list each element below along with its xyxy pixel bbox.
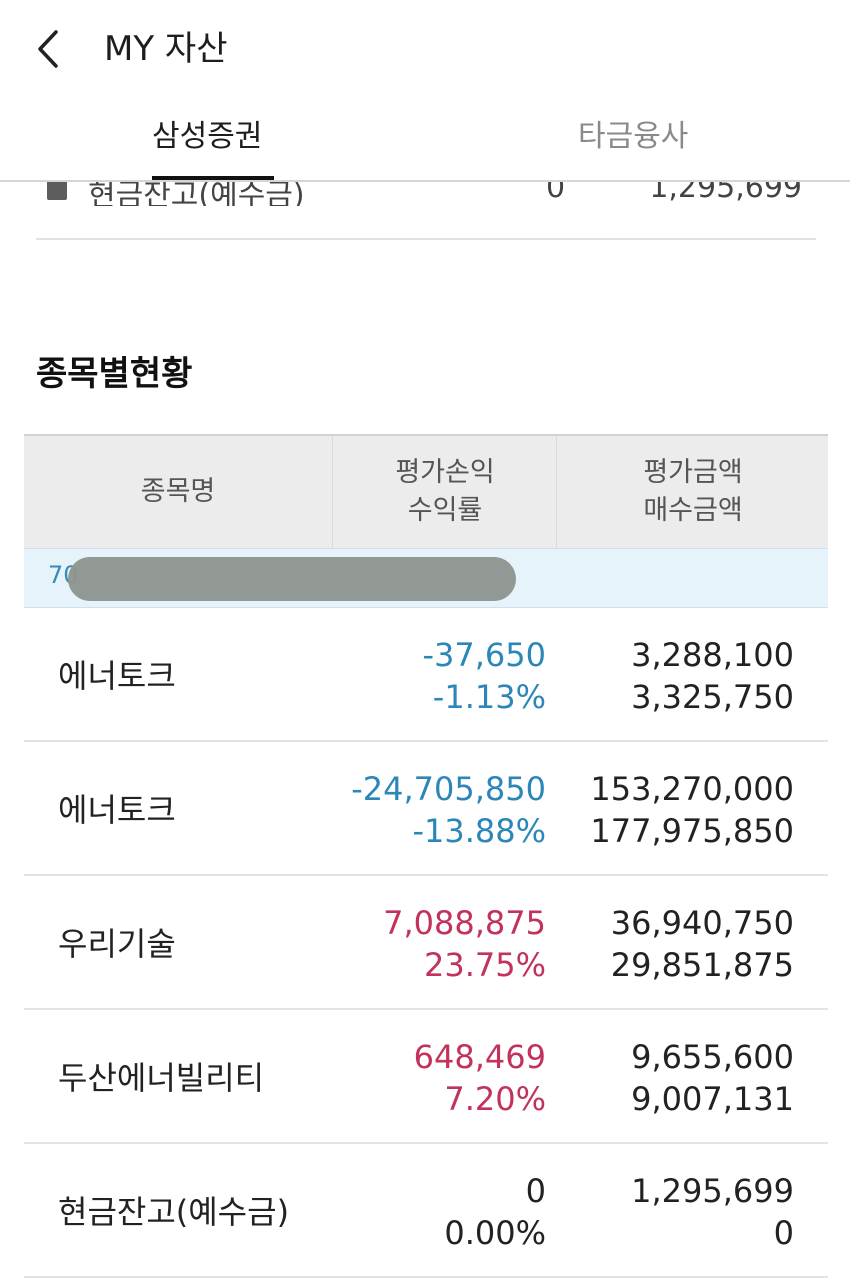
return-rate: 0.00% [444,1214,546,1252]
purchase-amount: 9,007,131 [631,1080,794,1118]
purchase-amount: 3,325,750 [631,678,794,716]
account-number-bar[interactable]: 70 [24,548,828,608]
page-title: MY 자산 [104,29,228,69]
profit-loss-value: -24,705,850 [351,770,546,808]
table-row[interactable]: 에너토크 -24,705,850 -13.88% 153,270,000 177… [24,742,828,876]
section-title: 종목별현황 [36,354,193,394]
profit-loss-value: -37,650 [422,636,546,674]
amount-cell: 36,940,750 29,851,875 [611,902,794,986]
table-row[interactable]: 현금잔고(예수금) 0 0.00% 1,295,699 0 [24,1144,828,1278]
redaction-mark [68,557,516,601]
stock-name: 에너토크 [58,657,176,695]
purchase-amount: 29,851,875 [610,946,794,984]
legend-square-icon [47,180,67,200]
purchase-amount: 177,975,850 [590,812,794,850]
holdings-table: 종목명 평가손익 수익률 평가금액 매수금액 70 에너토크 -37,650 -… [24,434,828,1278]
profit-loss-cell: 648,469 7.20% [414,1036,546,1120]
evaluation-amount: 3,288,100 [631,636,794,674]
profit-loss-value: 648,469 [413,1038,546,1076]
return-rate: 7.20% [444,1080,546,1118]
back-button[interactable] [30,26,70,72]
amount-cell: 153,270,000 177,975,850 [590,768,794,852]
amount-cell: 1,295,699 0 [631,1170,794,1254]
divider [36,238,816,240]
active-tab-indicator [152,176,274,180]
amount-cell: 3,288,100 3,325,750 [631,634,794,718]
amount-cell: 9,655,600 9,007,131 [631,1036,794,1120]
stock-name: 우리기술 [58,925,176,963]
column-header-name: 종목명 [24,436,332,548]
column-header-profit: 평가손익 수익률 [332,436,557,548]
purchase-amount: 0 [773,1214,794,1252]
stock-name: 두산에너빌리티 [58,1059,265,1097]
profit-loss-value: 0 [525,1172,546,1210]
table-header: 종목명 평가손익 수익률 평가금액 매수금액 [24,434,828,548]
table-row[interactable]: 두산에너빌리티 648,469 7.20% 9,655,600 9,007,13… [24,1010,828,1144]
table-row[interactable]: 우리기술 7,088,875 23.75% 36,940,750 29,851,… [24,876,828,1010]
header-name-label: 종목명 [140,476,216,507]
profit-loss-value: 7,088,875 [383,904,546,942]
evaluation-amount: 36,940,750 [610,904,794,942]
column-header-amount: 평가금액 매수금액 [556,436,829,548]
tab-samsung-securities[interactable]: 삼성증권 [152,119,263,154]
header-rate-label: 수익률 [407,495,483,526]
profit-loss-cell: 7,088,875 23.75% [383,902,546,986]
top-app-bar: MY 자산 [0,0,850,100]
evaluation-amount: 9,655,600 [631,1038,794,1076]
header-buy-label: 매수금액 [643,495,743,526]
profit-loss-cell: -24,705,850 -13.88% [351,768,546,852]
header-eval-label: 평가금액 [643,457,743,488]
chevron-left-icon [38,30,58,68]
profit-loss-cell: -37,650 -1.13% [422,634,546,718]
evaluation-amount: 1,295,699 [631,1172,794,1210]
asset-summary-label: 현금잔고(예수금) [88,178,305,206]
stock-name: 에너토크 [58,791,176,829]
tab-other-institutions[interactable]: 타금융사 [578,119,689,154]
stock-name: 현금잔고(예수금) [58,1193,290,1231]
table-row[interactable]: 에너토크 -37,650 -1.13% 3,288,100 3,325,750 [24,608,828,742]
return-rate: -13.88% [412,812,546,850]
tab-bar: 삼성증권 타금융사 [0,100,850,182]
evaluation-amount: 153,270,000 [590,770,794,808]
header-pl-label: 평가손익 [395,457,495,488]
return-rate: 23.75% [423,946,546,984]
profit-loss-cell: 0 0.00% [444,1170,546,1254]
return-rate: -1.13% [432,678,546,716]
